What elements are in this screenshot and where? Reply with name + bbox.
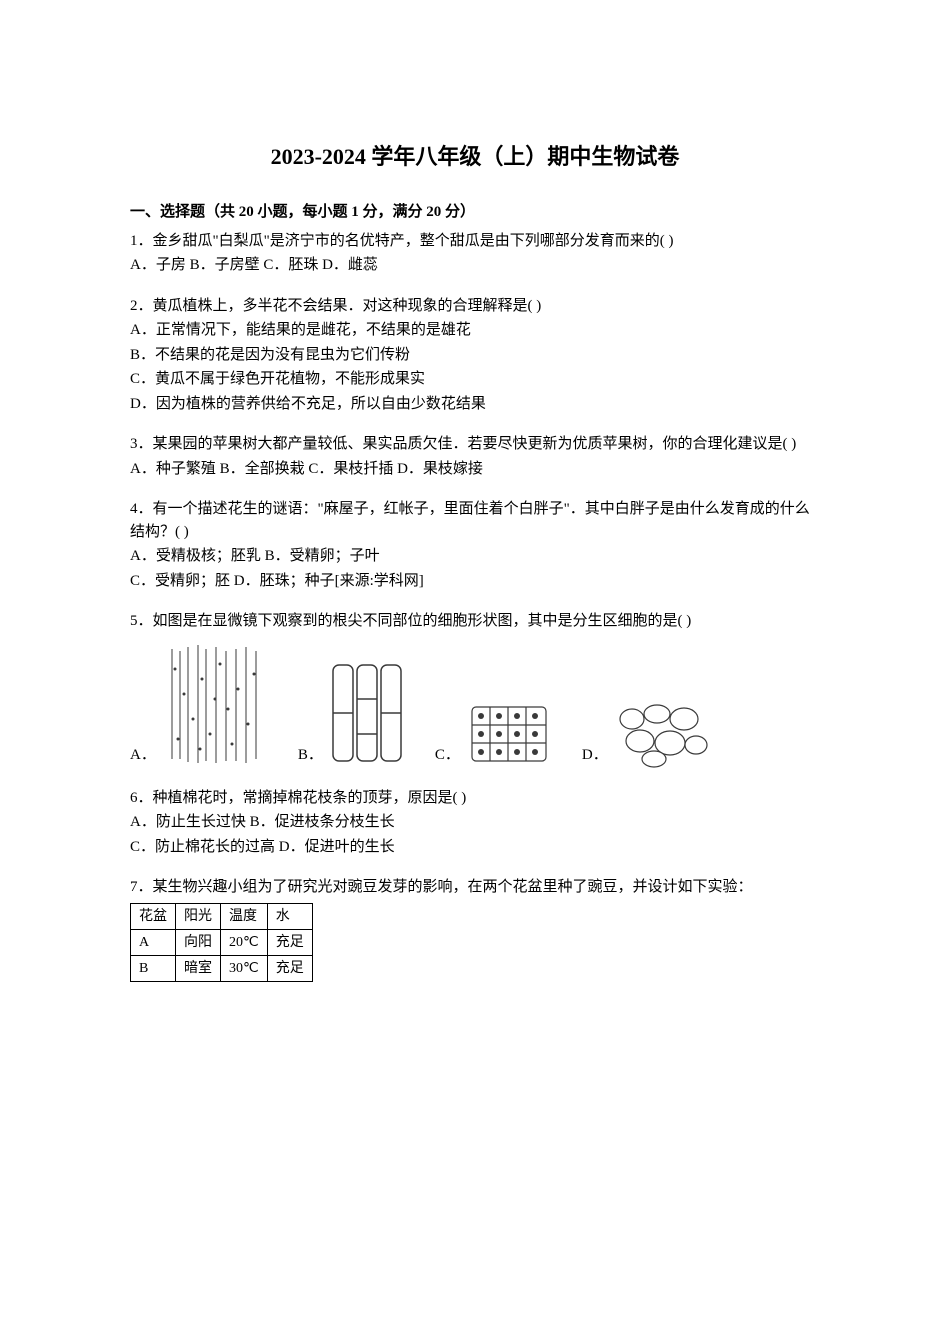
q7-r0c0: A (131, 929, 176, 955)
q7-table: 花盆 阳光 温度 水 A 向阳 20℃ 充足 B 暗室 30℃ 充足 (130, 903, 313, 982)
q1-stem: 1．金乡甜瓜"白梨瓜"是济宁市的名优特产，整个甜瓜是由下列哪部分发育而来的( ) (130, 230, 820, 253)
q6-line1: A．防止生长过快 B．促进枝条分枝生长 (130, 811, 820, 834)
question-4: 4．有一个描述花生的谜语："麻屋子，红帐子，里面住着个白胖子"．其中白胖子是由什… (130, 498, 820, 592)
q7-r0c2: 20℃ (221, 929, 268, 955)
q4-stem: 4．有一个描述花生的谜语："麻屋子，红帐子，里面住着个白胖子"．其中白胖子是由什… (130, 498, 820, 543)
q5-label-d: D． (582, 744, 608, 767)
q6-stem: 6．种植棉花时，常摘掉棉花枝条的顶芽，原因是( ) (130, 787, 820, 810)
q7-r1c3: 充足 (267, 955, 312, 981)
exam-page: 2023-2024 学年八年级（上）期中生物试卷 一、选择题（共 20 小题，每… (0, 0, 950, 1344)
q5-image-row: A． (130, 639, 820, 769)
question-3: 3．某果园的苹果树大都产量较低、果实品质欠佳．若要尽快更新为优质苹果树，你的合理… (130, 433, 820, 480)
q2-b: B．不结果的花是因为没有昆虫为它们传粉 (130, 344, 820, 367)
q3-options: A．种子繁殖 B．全部换栽 C．果枝扦插 D．果枝嫁接 (130, 458, 820, 481)
table-row: 花盆 阳光 温度 水 (131, 903, 313, 929)
q5-label-b: B． (298, 744, 323, 767)
question-2: 2．黄瓜植株上，多半花不会结果．对这种现象的合理解释是( ) A．正常情况下，能… (130, 295, 820, 416)
q5-option-b: B． (298, 659, 407, 769)
q7-r1c0: B (131, 955, 176, 981)
q5-label-a: A． (130, 744, 156, 767)
question-5: 5．如图是在显微镜下观察到的根尖不同部位的细胞形状图，其中是分生区细胞的是( )… (130, 610, 820, 769)
table-row: A 向阳 20℃ 充足 (131, 929, 313, 955)
q5-image-a (160, 639, 270, 769)
q7-r1c1: 暗室 (176, 955, 221, 981)
q4-line1: A．受精极核；胚乳 B．受精卵；子叶 (130, 545, 820, 568)
q5-image-d (612, 699, 712, 769)
q2-c: C．黄瓜不属于绿色开花植物，不能形成果实 (130, 368, 820, 391)
q5-option-d: D． (582, 699, 712, 769)
q7-stem: 7．某生物兴趣小组为了研究光对豌豆发芽的影响，在两个花盆里种了豌豆，并设计如下实… (130, 876, 820, 899)
q5-option-a: A． (130, 639, 270, 769)
q2-d: D．因为植株的营养供给不充足，所以自由少数花结果 (130, 393, 820, 416)
q2-stem: 2．黄瓜植株上，多半花不会结果．对这种现象的合理解释是( ) (130, 295, 820, 318)
q7-th-2: 温度 (221, 903, 268, 929)
q7-r0c3: 充足 (267, 929, 312, 955)
q1-options: A．子房 B．子房壁 C．胚珠 D．雌蕊 (130, 254, 820, 277)
q5-image-c (464, 699, 554, 769)
q7-th-0: 花盆 (131, 903, 176, 929)
q7-r0c1: 向阳 (176, 929, 221, 955)
q5-label-c: C． (435, 744, 460, 767)
q5-image-b (327, 659, 407, 769)
q5-option-c: C． (435, 699, 554, 769)
q7-th-3: 水 (267, 903, 312, 929)
q6-line2: C．防止棉花长的过高 D．促进叶的生长 (130, 836, 820, 859)
table-row: B 暗室 30℃ 充足 (131, 955, 313, 981)
q7-r1c2: 30℃ (221, 955, 268, 981)
page-title: 2023-2024 学年八年级（上）期中生物试卷 (130, 140, 820, 173)
question-7: 7．某生物兴趣小组为了研究光对豌豆发芽的影响，在两个花盆里种了豌豆，并设计如下实… (130, 876, 820, 982)
q7-th-1: 阳光 (176, 903, 221, 929)
q2-a: A．正常情况下，能结果的是雌花，不结果的是雄花 (130, 319, 820, 342)
section-heading: 一、选择题（共 20 小题，每小题 1 分，满分 20 分） (130, 201, 820, 224)
question-6: 6．种植棉花时，常摘掉棉花枝条的顶芽，原因是( ) A．防止生长过快 B．促进枝… (130, 787, 820, 859)
q4-line2: C．受精卵；胚 D．胚珠；种子[来源:学科网] (130, 570, 820, 593)
q3-stem: 3．某果园的苹果树大都产量较低、果实品质欠佳．若要尽快更新为优质苹果树，你的合理… (130, 433, 820, 456)
q5-stem: 5．如图是在显微镜下观察到的根尖不同部位的细胞形状图，其中是分生区细胞的是( ) (130, 610, 820, 633)
question-1: 1．金乡甜瓜"白梨瓜"是济宁市的名优特产，整个甜瓜是由下列哪部分发育而来的( )… (130, 230, 820, 277)
